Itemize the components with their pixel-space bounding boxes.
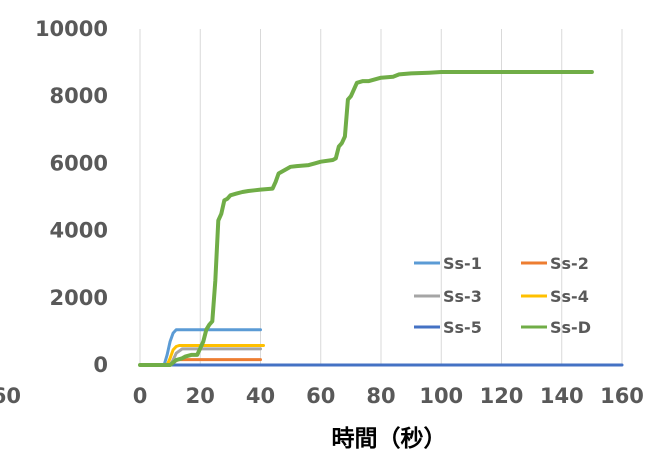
y-tick-label-10000: 10000 [35, 17, 108, 41]
legend-label-ss-3: Ss-3 [443, 287, 482, 306]
x-tick-label-160: 160 [600, 384, 644, 408]
legend: Ss-1 Ss-2 Ss-3 Ss-4 Ss-5 Ss-D [414, 254, 591, 337]
x-axis-label: 時間（秒） [332, 425, 447, 452]
y-tick-label-2000: 2000 [50, 286, 108, 310]
legend-label-ss-d: Ss-D [550, 318, 591, 337]
series-lines [138, 70, 624, 367]
x-tick-label-clipped: 60 [0, 384, 21, 408]
legend-label-ss-1: Ss-1 [443, 254, 482, 273]
legend-label-ss-5: Ss-5 [443, 318, 482, 337]
y-tick-label-4000: 4000 [50, 219, 108, 243]
legend-label-ss-2: Ss-2 [550, 254, 589, 273]
y-tick-label-6000: 6000 [50, 151, 108, 175]
x-tick-label-140: 140 [540, 384, 584, 408]
legend-label-ss-4: Ss-4 [550, 287, 589, 306]
x-tick-label-60: 60 [306, 384, 335, 408]
x-tick-label-20: 20 [186, 384, 215, 408]
y-tick-label-0: 0 [93, 353, 108, 377]
y-tick-label-8000: 8000 [50, 84, 108, 108]
x-tick-label-100: 100 [419, 384, 463, 408]
x-tick-label-80: 80 [366, 384, 395, 408]
x-tick-label-40: 40 [246, 384, 275, 408]
tick-labels: 0 2000 4000 6000 8000 10000 0 20 40 60 80 100 120 140… [0, 17, 644, 408]
x-tick-label-0: 0 [133, 384, 148, 408]
x-tick-label-120: 120 [480, 384, 524, 408]
series-line-ss-d [138, 70, 594, 367]
grid-lines [199, 29, 623, 365]
